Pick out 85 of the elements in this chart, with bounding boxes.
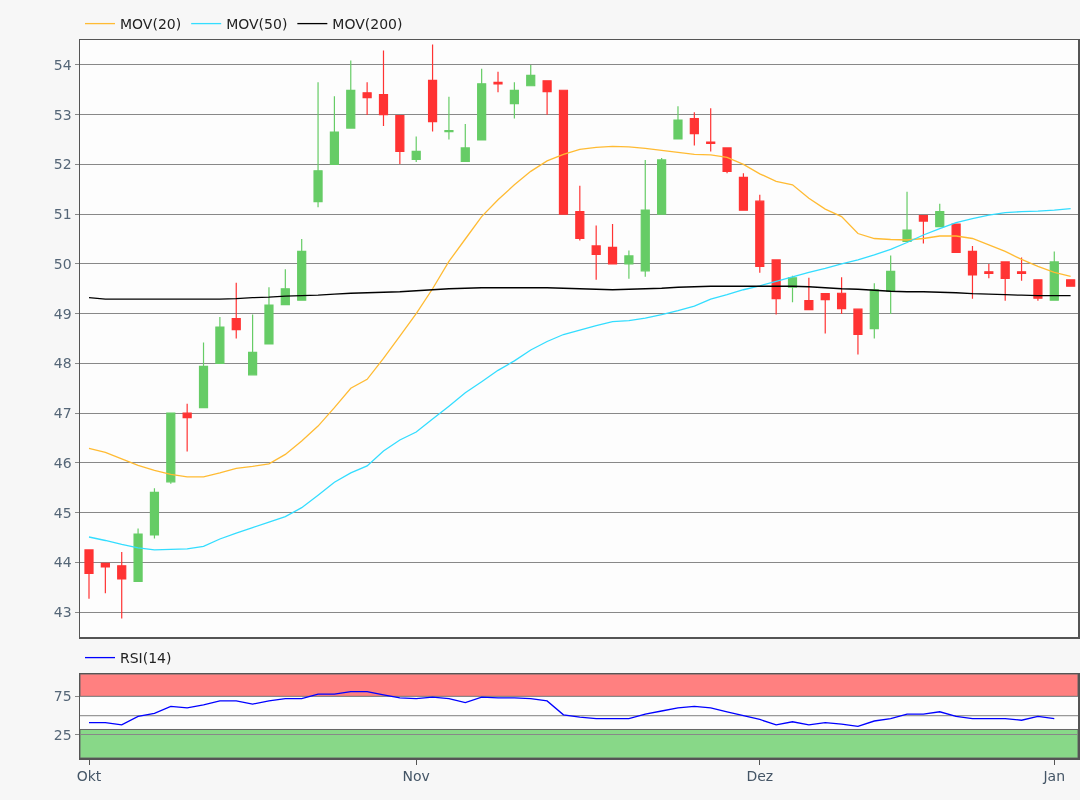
candlestick bbox=[231, 282, 241, 340]
candlestick bbox=[460, 123, 470, 162]
candlestick bbox=[264, 286, 274, 345]
candlestick bbox=[149, 487, 160, 540]
candlestick bbox=[182, 403, 192, 453]
line-series bbox=[88, 691, 1055, 728]
x-tick-label: Okt bbox=[76, 768, 102, 785]
y-tick-label: 46 bbox=[53, 454, 72, 471]
candlestick bbox=[853, 308, 863, 356]
candlestick bbox=[673, 105, 683, 140]
candlestick bbox=[624, 249, 634, 280]
y-tick-label: 45 bbox=[53, 504, 72, 521]
candlestick bbox=[869, 282, 879, 340]
candlestick bbox=[477, 68, 487, 141]
candlestick bbox=[444, 96, 454, 141]
y-tick-label: 51 bbox=[53, 206, 72, 223]
candlestick bbox=[493, 71, 503, 93]
candlestick bbox=[509, 81, 519, 120]
candlestick bbox=[84, 549, 94, 600]
candlestick bbox=[542, 80, 552, 116]
candlestick bbox=[427, 43, 438, 133]
x-tick-label: Nov bbox=[402, 768, 430, 785]
y-tick-label: 53 bbox=[53, 106, 72, 123]
candlestick bbox=[640, 159, 650, 278]
candlestick bbox=[657, 157, 667, 215]
candlestick bbox=[100, 562, 110, 594]
candlestick bbox=[820, 293, 830, 335]
legend-label: MOV(20) bbox=[120, 16, 182, 33]
candlestick bbox=[738, 172, 749, 211]
candlestick bbox=[771, 259, 781, 316]
candlestick bbox=[558, 89, 569, 215]
candlestick bbox=[329, 95, 340, 165]
candlestick bbox=[215, 316, 225, 364]
candlestick bbox=[313, 81, 323, 208]
line-series bbox=[88, 208, 1072, 551]
candlestick bbox=[836, 276, 847, 315]
y-tick-label: 75 bbox=[53, 688, 72, 705]
candlestick bbox=[706, 107, 716, 153]
candlestick bbox=[607, 223, 618, 265]
candlestick bbox=[297, 238, 307, 301]
legend-label: MOV(50) bbox=[226, 16, 288, 33]
candlestick bbox=[198, 341, 209, 409]
y-tick-label: 43 bbox=[53, 604, 72, 621]
candlestick bbox=[378, 49, 389, 127]
candlestick bbox=[935, 203, 945, 228]
candlestick bbox=[804, 277, 814, 311]
candlestick bbox=[591, 224, 601, 281]
candlestick bbox=[984, 263, 994, 279]
x-tick-label: Jan bbox=[1042, 768, 1066, 785]
y-tick-label: 49 bbox=[53, 305, 72, 322]
candlestick bbox=[411, 135, 421, 163]
candlestick bbox=[133, 527, 143, 582]
y-tick-label: 52 bbox=[53, 156, 72, 173]
candlestick bbox=[166, 412, 176, 485]
candlestick bbox=[362, 81, 372, 116]
candlestick bbox=[280, 268, 290, 306]
candlestick bbox=[575, 185, 585, 242]
candlestick bbox=[918, 215, 928, 245]
candlestick bbox=[722, 147, 732, 174]
y-tick-label: 25 bbox=[53, 726, 72, 743]
candlestick bbox=[1016, 256, 1027, 282]
candlestick bbox=[886, 254, 896, 315]
legend-label: MOV(200) bbox=[332, 16, 403, 33]
legend-label: RSI(14) bbox=[120, 650, 172, 667]
candlestick bbox=[117, 551, 127, 620]
line-series bbox=[88, 285, 1072, 300]
candlestick bbox=[967, 245, 978, 300]
candlestick bbox=[1049, 250, 1059, 301]
y-tick-label: 50 bbox=[53, 255, 72, 272]
y-tick-label: 54 bbox=[53, 56, 72, 73]
candlestick bbox=[689, 111, 699, 147]
candlestick bbox=[346, 59, 356, 129]
candlestick bbox=[248, 314, 258, 376]
candlestick bbox=[1033, 279, 1043, 302]
candlestick bbox=[1066, 279, 1076, 287]
x-tick-label: Dez bbox=[746, 768, 774, 785]
y-tick-label: 44 bbox=[53, 554, 72, 571]
candlestick bbox=[951, 223, 961, 254]
candlestick bbox=[526, 64, 536, 87]
candlestick bbox=[755, 194, 765, 274]
candlestick bbox=[1000, 261, 1010, 302]
y-tick-label: 48 bbox=[53, 355, 72, 372]
y-tick-label: 47 bbox=[53, 405, 72, 422]
candlestick bbox=[395, 115, 405, 165]
line-series bbox=[88, 145, 1072, 478]
